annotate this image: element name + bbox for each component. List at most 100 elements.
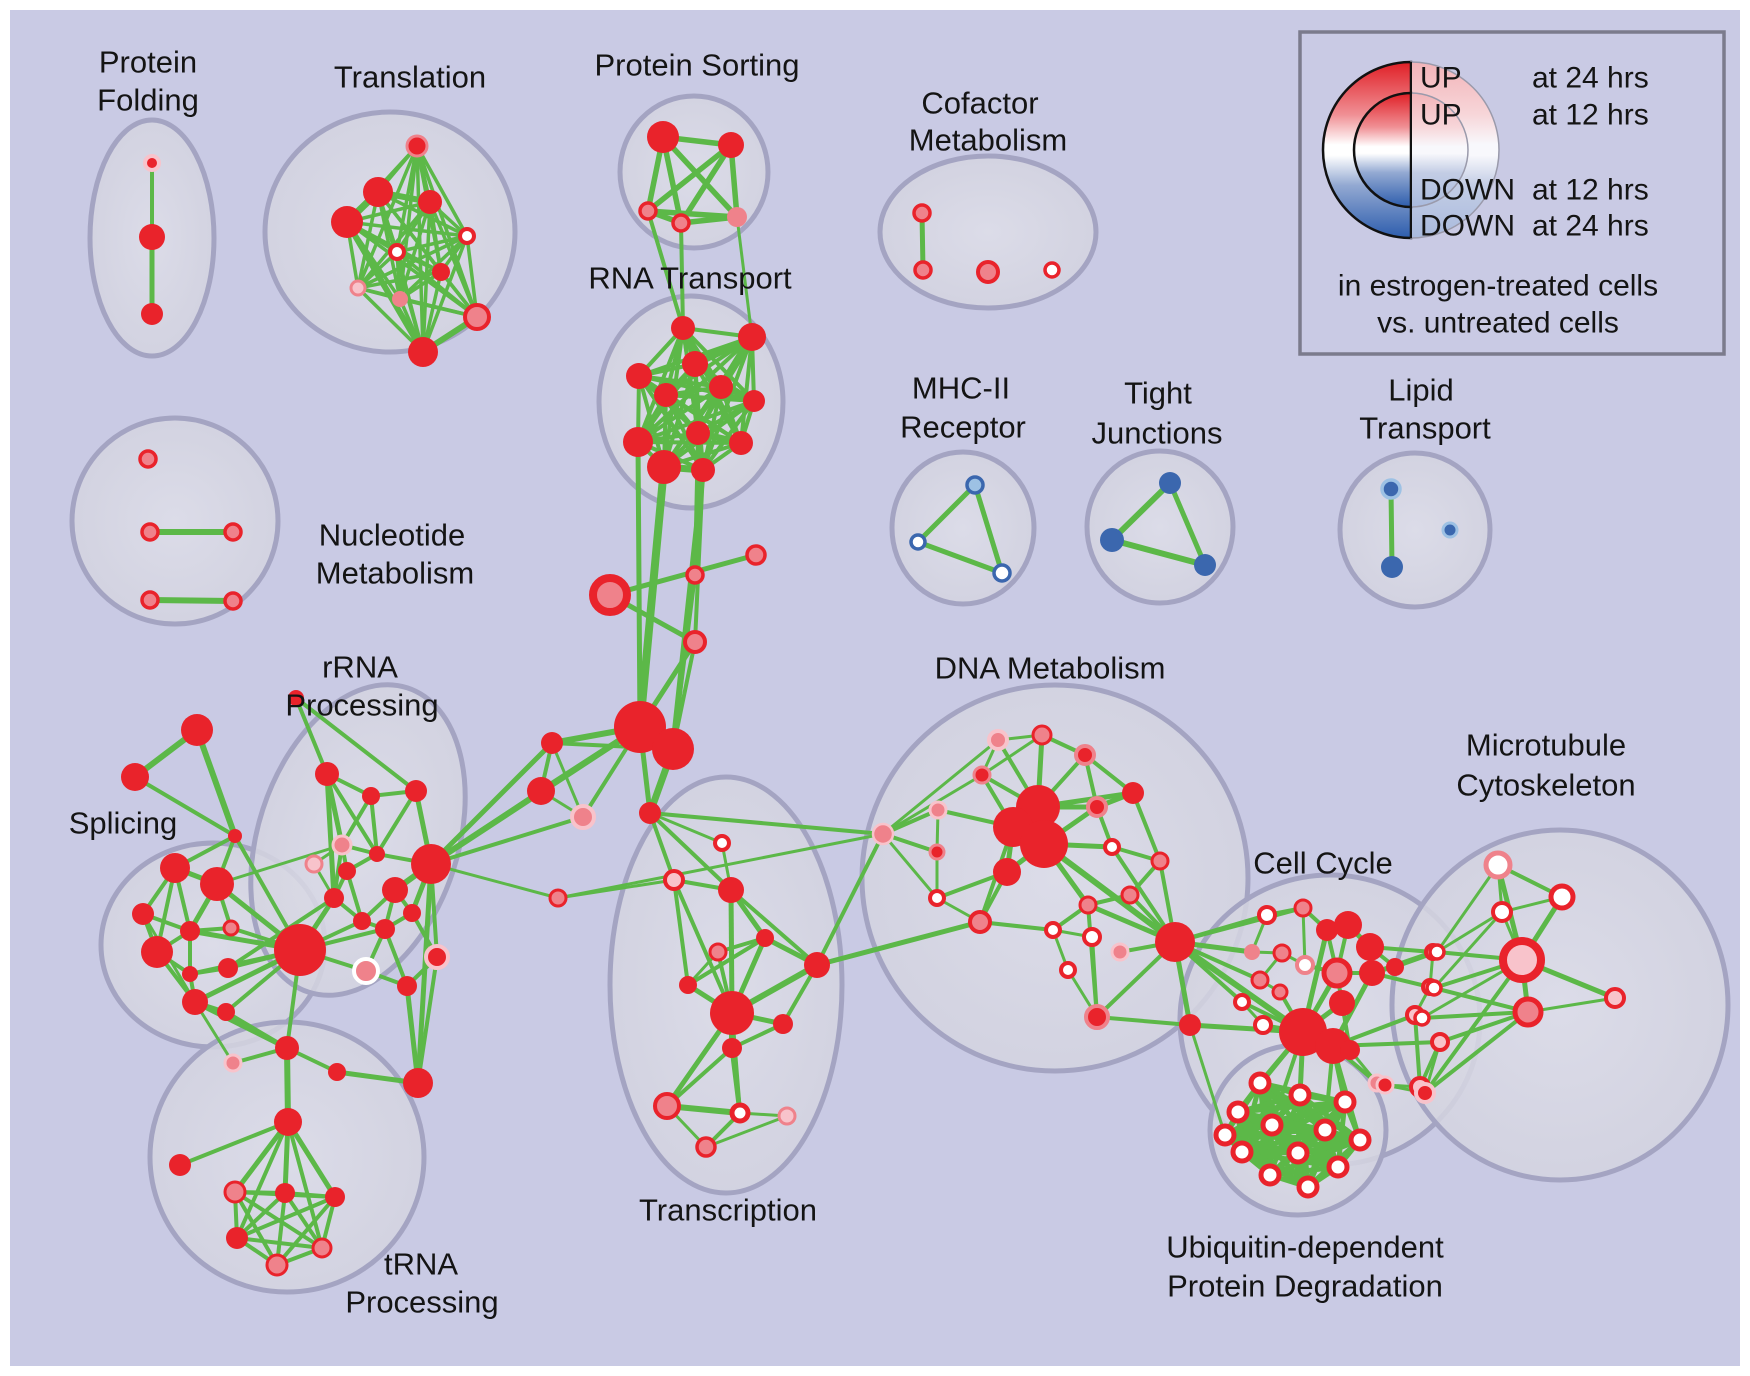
- network-edge: [1423, 1010, 1530, 1095]
- node-l3: [1381, 556, 1403, 578]
- legend-time-4: at 24 hrs: [1532, 210, 1649, 243]
- network-edge: [607, 552, 759, 598]
- network-edge: [345, 220, 425, 354]
- node-rr2: [362, 787, 380, 805]
- node-d5: [1122, 782, 1144, 804]
- node-d20: [1044, 921, 1062, 939]
- network-edge: [693, 468, 705, 644]
- network-edge: [679, 221, 685, 330]
- network-edge: [556, 878, 676, 900]
- node-tx15: [777, 1106, 797, 1126]
- cluster-label-tight-junctions-line2: Junctions: [1092, 416, 1223, 451]
- network-edge: [147, 597, 236, 604]
- legend-donut-inner-left: [1352, 91, 1413, 209]
- node-dn2: [527, 777, 555, 805]
- network-edge: [235, 1120, 290, 1240]
- node-n3: [223, 522, 243, 542]
- node-u11: [1258, 1163, 1282, 1187]
- network-edge: [704, 1114, 789, 1149]
- node-u7: [1348, 1128, 1372, 1152]
- cluster-label-lipid-transport-line1: Lipid: [1388, 373, 1454, 408]
- legend-footer-line2: vs. untreated cells: [1377, 307, 1619, 340]
- node-u13: [1213, 1123, 1237, 1147]
- network-edge: [686, 936, 767, 987]
- node-d10: [1020, 820, 1068, 868]
- cluster-label-mhc-ii-receptor-line1: MHC-II: [912, 371, 1010, 406]
- node-t2: [363, 177, 393, 207]
- node-q4: [683, 630, 707, 654]
- node-tx8: [679, 976, 697, 994]
- node-s9: [182, 989, 208, 1015]
- node-q3: [745, 544, 767, 566]
- node-u4: [1226, 1100, 1250, 1124]
- network-edge: [415, 144, 469, 238]
- network-edge: [235, 1195, 337, 1240]
- node-r3: [682, 351, 708, 377]
- network-edge: [285, 1119, 338, 1200]
- node-r4: [626, 363, 652, 389]
- node-u5: [1260, 1113, 1284, 1137]
- node-d13: [993, 858, 1021, 886]
- network-edge: [375, 789, 418, 856]
- node-mt7: [1375, 1075, 1395, 1095]
- node-j2: [1100, 528, 1124, 552]
- network-edge: [415, 861, 434, 1086]
- node-cc6: [1244, 944, 1260, 960]
- node-tx7: [708, 942, 728, 962]
- node-s10: [217, 1003, 235, 1021]
- network-edge: [1131, 791, 1162, 863]
- node-d22: [1084, 1004, 1110, 1030]
- node-mt2: [1548, 883, 1576, 911]
- node-hub1: [614, 701, 666, 753]
- node-rr9: [324, 888, 344, 908]
- node-ps2: [718, 132, 744, 158]
- network-edge: [701, 385, 723, 472]
- node-d8: [1086, 796, 1108, 818]
- node-tn7: [325, 1187, 345, 1207]
- cluster-label-cell-cycle-line1: Cell Cycle: [1253, 846, 1393, 881]
- node-d21: [1082, 927, 1102, 947]
- legend-time-2: at 12 hrs: [1532, 99, 1649, 132]
- node-t5: [458, 227, 476, 245]
- network-edge: [1420, 1010, 1530, 1020]
- network-edge: [383, 927, 409, 988]
- node-t6: [388, 243, 406, 261]
- node-mtg1: [1428, 943, 1446, 961]
- node-rr5: [304, 854, 324, 874]
- node-l1: [1380, 478, 1402, 500]
- node-cc22: [1430, 1032, 1450, 1052]
- network-edge: [972, 482, 1005, 576]
- cluster-label-microtubule-cytoskeleton-line1: Microtubule: [1466, 728, 1626, 763]
- node-r5: [709, 375, 733, 399]
- cluster-label-nucleotide-metabolism-line2: Metabolism: [316, 556, 475, 591]
- node-mt6: [1512, 996, 1544, 1028]
- network-edge: [978, 920, 1055, 932]
- network-edge: [133, 775, 237, 838]
- node-u12: [1296, 1175, 1320, 1199]
- node-s3: [132, 903, 154, 925]
- node-mtg2: [1425, 979, 1443, 997]
- network-edge: [681, 326, 756, 403]
- node-r1: [671, 316, 695, 340]
- node-rr11: [375, 919, 395, 939]
- legend-time-1: at 24 hrs: [1532, 62, 1649, 95]
- network-edge: [294, 696, 418, 793]
- network-edge: [648, 811, 733, 892]
- network-edge: [275, 1191, 287, 1267]
- network-edge: [356, 270, 443, 290]
- network-edge: [369, 794, 379, 856]
- network-edge: [636, 463, 668, 731]
- network-edge: [729, 1045, 743, 1116]
- network-edge: [1172, 939, 1306, 1035]
- node-mt3: [1491, 901, 1513, 923]
- node-c2: [913, 260, 933, 280]
- cluster-label-trna-processing-line2: Processing: [345, 1285, 498, 1320]
- node-rr12: [403, 904, 421, 922]
- node-ps4: [671, 213, 691, 233]
- network-edge: [1222, 1132, 1363, 1143]
- node-j3: [1194, 554, 1216, 576]
- cluster-ellipse-tight-junctions: [1084, 448, 1236, 606]
- node-d19: [1120, 885, 1140, 905]
- network-edge: [648, 811, 676, 882]
